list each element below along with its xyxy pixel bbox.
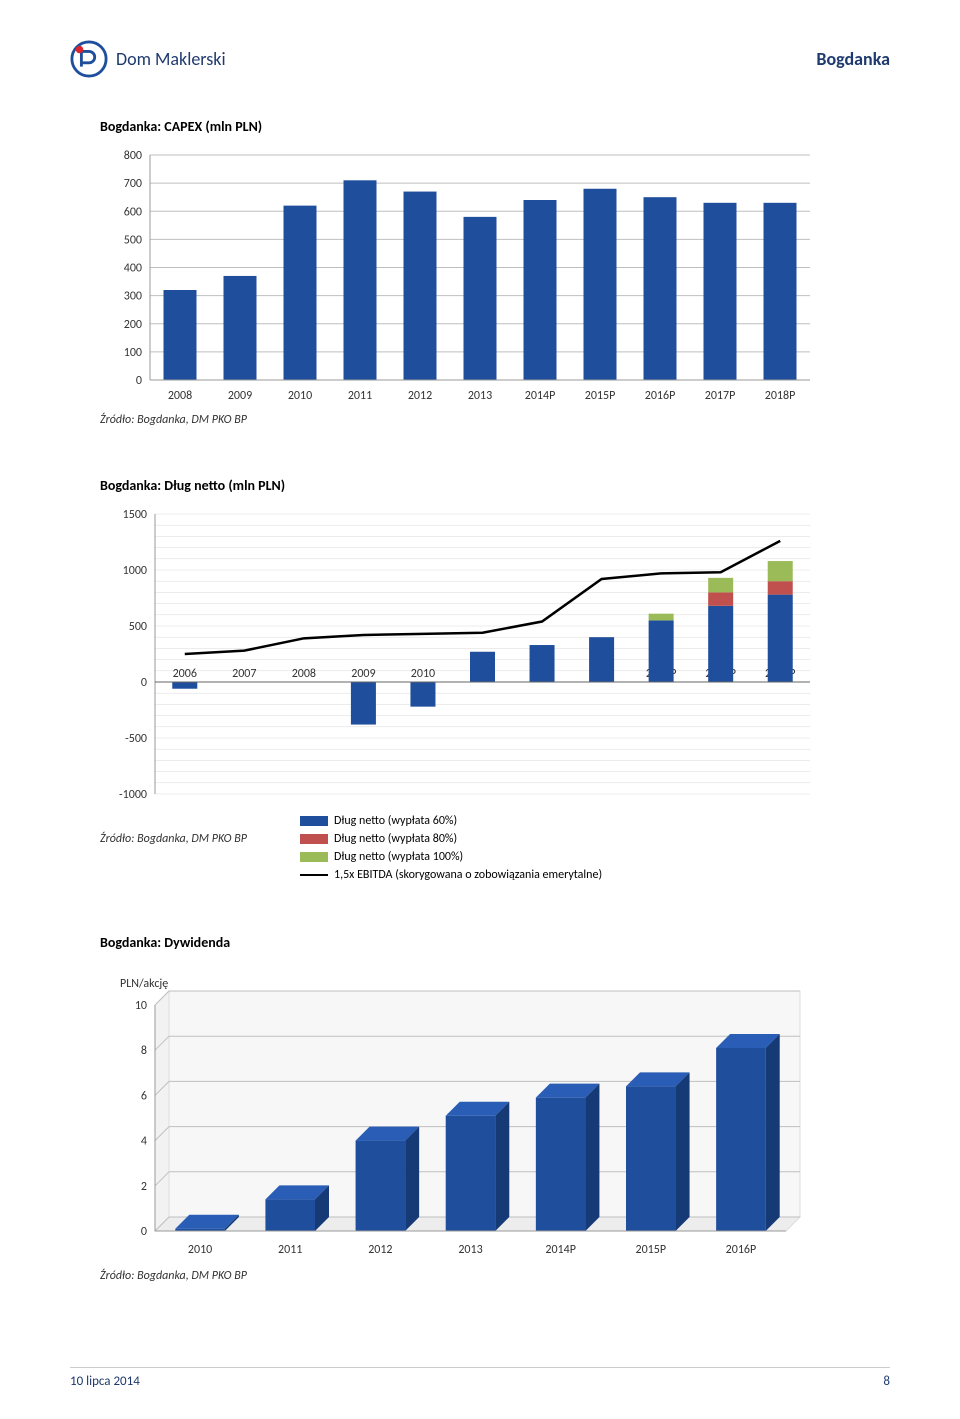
debt-chart: -1000 -500 0 500 1000 1500 2006 2007 2008 2009 201… (100, 504, 820, 804)
debt-chart-source: Źródło: Bogdanka, DM PKO BP (100, 812, 270, 846)
svg-text:300: 300 (124, 290, 142, 304)
legend-label-line: 1,5x EBITDA (skorygowana o zobowiązania … (334, 866, 602, 884)
svg-text:2009: 2009 (351, 667, 375, 681)
svg-text:6: 6 (141, 1089, 147, 1103)
svg-text:2016P: 2016P (726, 1243, 757, 1257)
dividend-chart: 0 2 4 6 8 10 PLN/akcję 2010 2011 2012 2013 2014P 201… (100, 961, 820, 1261)
legend-swatch-payout60 (300, 816, 328, 826)
capex-chart: 0 100 200 300 400 500 600 700 800 2008 2009 2010 201… (100, 145, 820, 405)
footer-page: 8 (883, 1374, 890, 1389)
svg-text:1000: 1000 (123, 564, 147, 578)
dividend-chart-title: Bogdanka: Dywidenda (100, 934, 890, 951)
svg-text:2012: 2012 (408, 389, 432, 403)
debt-chart-legend-row: Źródło: Bogdanka, DM PKO BP Dług netto (… (100, 812, 890, 884)
svg-text:0: 0 (141, 1225, 147, 1239)
svg-text:2015P: 2015P (636, 1243, 667, 1257)
legend-label-payout100: Dług netto (wypłata 100%) (334, 848, 463, 866)
legend-line-swatch (300, 874, 328, 876)
svg-text:2015P: 2015P (585, 389, 616, 403)
svg-text:0: 0 (141, 676, 147, 690)
legend-label-payout60: Dług netto (wypłata 60%) (334, 812, 457, 830)
pko-logo-icon (70, 40, 108, 78)
document-title: Bogdanka (816, 48, 890, 70)
svg-text:2010: 2010 (188, 1243, 212, 1257)
legend-payout60: Dług netto (wypłata 60%) (300, 812, 602, 830)
svg-text:2013: 2013 (468, 389, 492, 403)
svg-text:8: 8 (141, 1044, 147, 1058)
svg-text:400: 400 (124, 262, 142, 276)
svg-text:-1000: -1000 (119, 788, 147, 802)
svg-text:0: 0 (136, 374, 142, 388)
page-footer: 10 lipca 2014 8 (70, 1367, 890, 1389)
debt-chart-block: Bogdanka: Dług netto (mln PLN) -1000 -500… (100, 477, 890, 884)
svg-text:2006: 2006 (173, 667, 197, 681)
svg-text:1500: 1500 (123, 508, 147, 522)
svg-text:2017P: 2017P (705, 389, 736, 403)
svg-text:2009: 2009 (228, 389, 252, 403)
svg-text:2007: 2007 (232, 667, 256, 681)
svg-text:200: 200 (124, 318, 142, 332)
debt-chart-title: Bogdanka: Dług netto (mln PLN) (100, 477, 890, 494)
legend-swatch-payout100 (300, 852, 328, 862)
page-header: Dom Maklerski Bogdanka (70, 40, 890, 78)
legend-line: 1,5x EBITDA (skorygowana o zobowiązania … (300, 866, 602, 884)
capex-chart-title: Bogdanka: CAPEX (mln PLN) (100, 118, 890, 135)
brand-logo: Dom Maklerski (70, 40, 226, 78)
svg-text:600: 600 (124, 205, 142, 219)
dividend-chart-source: Źródło: Bogdanka, DM PKO BP (100, 1269, 890, 1283)
svg-text:2013: 2013 (458, 1243, 482, 1257)
debt-chart-legend: Dług netto (wypłata 60%) Dług netto (wyp… (300, 812, 602, 884)
svg-text:2014P: 2014P (525, 389, 556, 403)
legend-payout100: Dług netto (wypłata 100%) (300, 848, 602, 866)
svg-text:2011: 2011 (278, 1243, 302, 1257)
svg-text:2008: 2008 (292, 667, 316, 681)
svg-text:800: 800 (124, 149, 142, 163)
svg-text:2010: 2010 (411, 667, 435, 681)
svg-text:2010: 2010 (288, 389, 312, 403)
svg-text:2014P: 2014P (545, 1243, 576, 1257)
dividend-chart-block: Bogdanka: Dywidenda 0 2 4 6 8 10 PLN/akcję 2010… (100, 934, 890, 1283)
svg-text:4: 4 (141, 1135, 147, 1149)
legend-label-payout80: Dług netto (wypłata 80%) (334, 830, 457, 848)
footer-date: 10 lipca 2014 (70, 1374, 140, 1389)
legend-payout80: Dług netto (wypłata 80%) (300, 830, 602, 848)
brand-name: Dom Maklerski (116, 48, 226, 70)
capex-chart-block: Bogdanka: CAPEX (mln PLN) 0 100 200 300 400 5… (100, 118, 890, 427)
svg-text:100: 100 (124, 346, 142, 360)
svg-text:2018P: 2018P (765, 389, 796, 403)
svg-text:2: 2 (141, 1180, 147, 1194)
svg-text:500: 500 (124, 233, 142, 247)
capex-chart-source: Źródło: Bogdanka, DM PKO BP (100, 413, 890, 427)
svg-text:-500: -500 (125, 732, 147, 746)
svg-text:2016P: 2016P (645, 389, 676, 403)
svg-text:500: 500 (129, 620, 147, 634)
legend-swatch-payout80 (300, 834, 328, 844)
svg-text:700: 700 (124, 177, 142, 191)
svg-text:2008: 2008 (168, 389, 192, 403)
svg-text:PLN/akcję: PLN/akcję (120, 977, 168, 991)
svg-text:2012: 2012 (368, 1243, 392, 1257)
svg-text:10: 10 (135, 999, 147, 1013)
svg-text:2011: 2011 (348, 389, 372, 403)
